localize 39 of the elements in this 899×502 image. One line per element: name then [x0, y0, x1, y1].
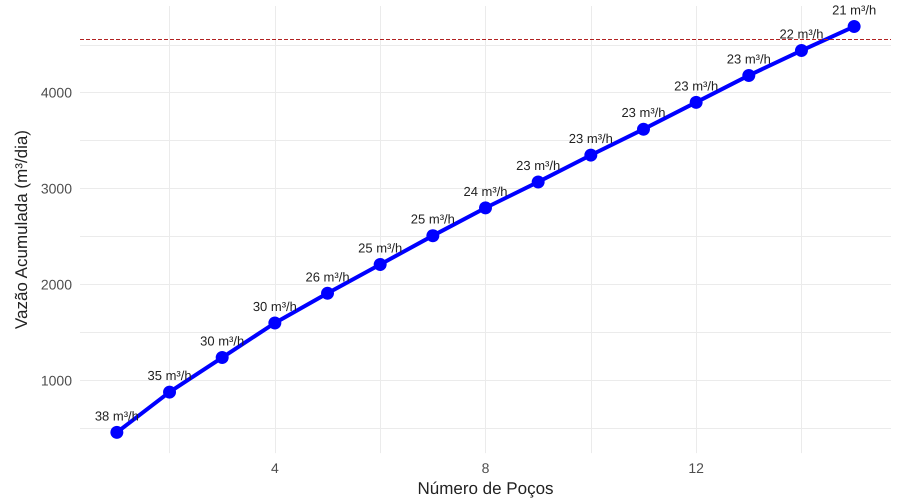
- point: [163, 386, 176, 399]
- annotation: 26 m³/h: [305, 269, 350, 284]
- point: [479, 201, 492, 214]
- point: [374, 258, 387, 271]
- point: [426, 229, 440, 242]
- x-tick-label: 8: [482, 460, 490, 476]
- point: [690, 96, 703, 109]
- point: [584, 148, 598, 162]
- y-tick-label: 1000: [40, 372, 72, 389]
- annotation: 23 m³/h: [516, 158, 560, 173]
- annotation: 25 m³/h: [410, 212, 455, 227]
- point: [321, 286, 334, 300]
- point: [216, 351, 229, 364]
- x-axis-title: Número de Poços: [417, 479, 554, 498]
- point: [742, 68, 756, 82]
- point: [794, 44, 808, 58]
- point: [268, 316, 282, 330]
- point: [110, 426, 124, 439]
- annotation: 24 m³/h: [463, 184, 508, 199]
- annotation: 22 m³/h: [779, 26, 824, 42]
- x-tick-label: 4: [270, 460, 279, 476]
- annotation: 23 m³/h: [726, 51, 771, 66]
- annotation: 30 m³/h: [200, 334, 244, 349]
- y-tick-label: 4000: [40, 84, 72, 101]
- point: [532, 175, 545, 188]
- annotation: 21 m³/h: [832, 2, 876, 18]
- y-tick-label: 3000: [40, 180, 72, 197]
- annotation: 35 m³/h: [147, 368, 192, 384]
- annotation: 23 m³/h: [674, 78, 718, 94]
- point: [848, 20, 861, 34]
- annotation: 30 m³/h: [252, 299, 297, 314]
- annotation: 25 m³/h: [358, 240, 402, 256]
- annotation: 23 m³/h: [568, 131, 613, 146]
- y-tick-label: 2000: [40, 276, 72, 293]
- point: [637, 122, 650, 136]
- y-axis-title: Vazão Acumulada (m³/dia): [12, 130, 31, 330]
- annotation: 38 m³/h: [94, 408, 139, 424]
- x-tick-label: 12: [688, 460, 704, 476]
- annotation: 23 m³/h: [621, 105, 666, 120]
